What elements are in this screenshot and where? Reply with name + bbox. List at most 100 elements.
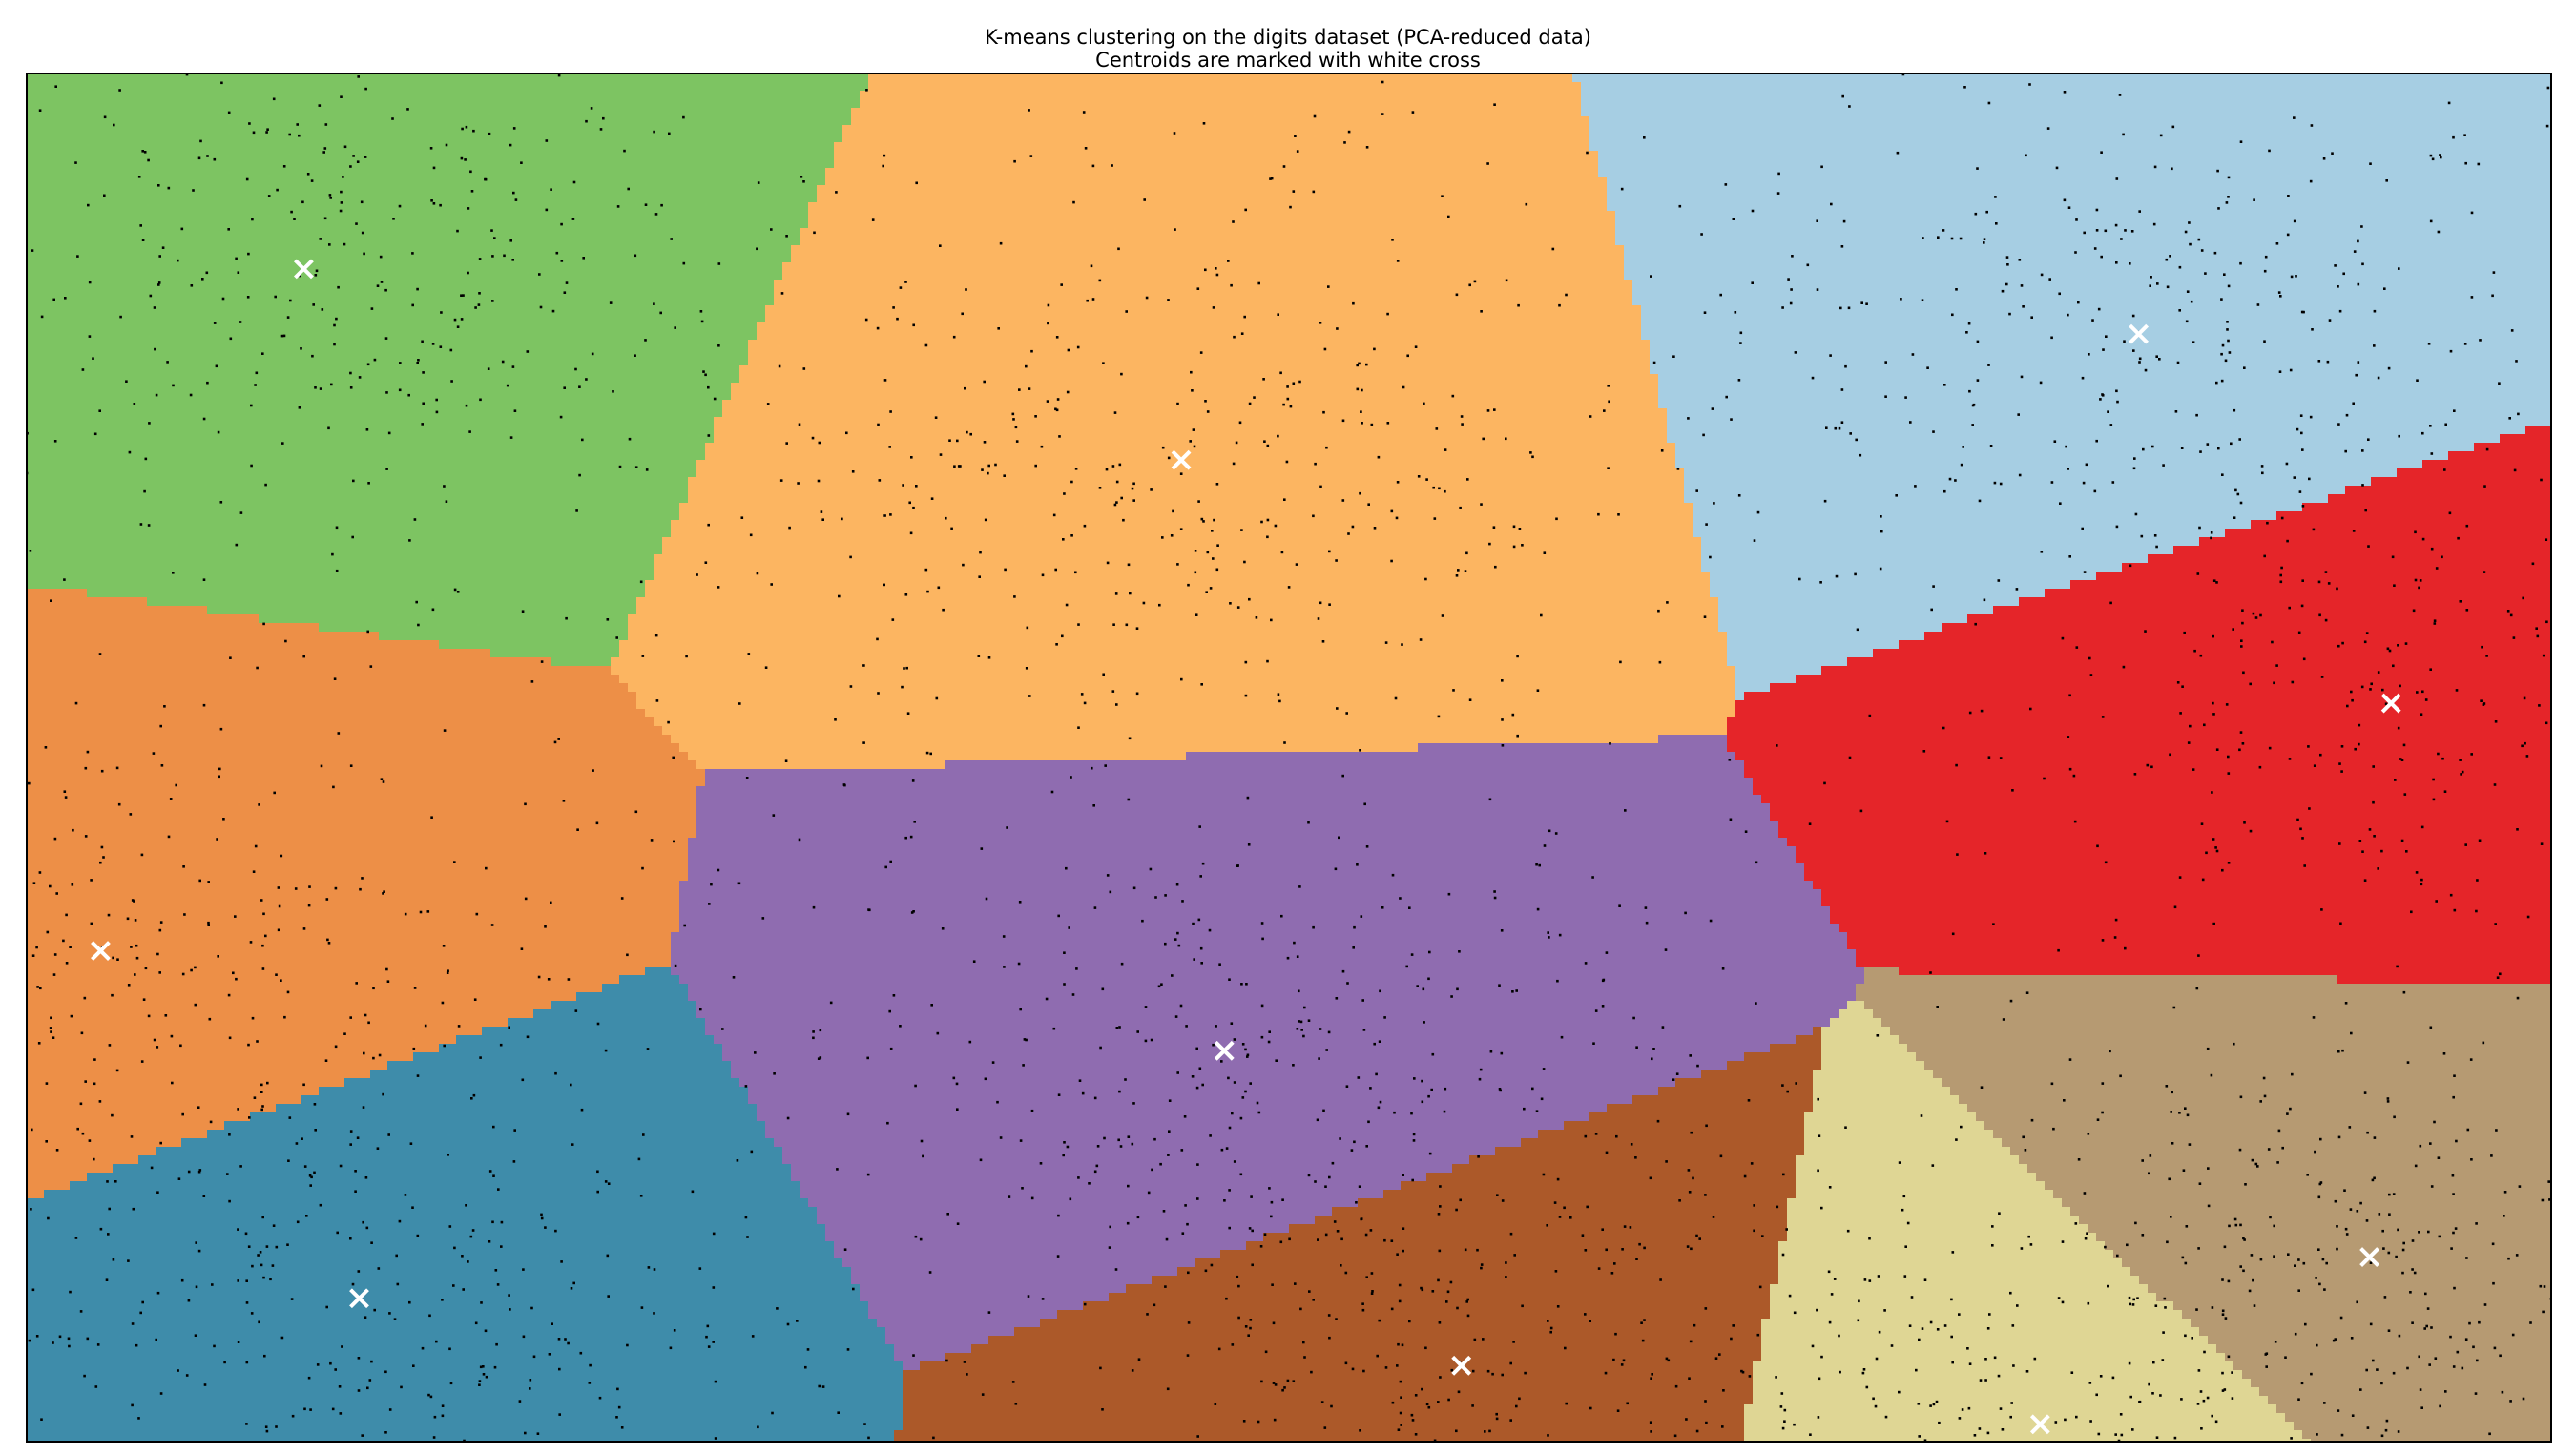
data-point: [786, 1116, 790, 1120]
region-cluster-9: [654, 554, 1702, 564]
data-point: [1279, 371, 1282, 375]
data-point: [228, 1036, 232, 1040]
data-point: [1775, 1376, 1777, 1379]
data-point: [2290, 1437, 2293, 1440]
data-point: [1554, 1270, 1558, 1273]
data-point: [412, 1047, 416, 1050]
data-point: [1994, 196, 1997, 198]
centroid-cross-stroke: [349, 1288, 369, 1309]
data-point: [2096, 844, 2099, 848]
data-point: [2159, 134, 2163, 137]
data-point: [1619, 660, 1622, 664]
region-cluster-9: [679, 743, 1419, 753]
data-point: [127, 1259, 130, 1262]
data-point: [514, 198, 518, 201]
data-point: [1196, 287, 1200, 290]
data-point: [1898, 1390, 1901, 1394]
data-point: [1114, 1268, 1118, 1271]
region-cluster-8: [27, 202, 809, 212]
data-point: [2392, 1371, 2396, 1375]
data-point: [2498, 382, 2501, 385]
region-cluster-4: [1675, 1078, 1814, 1088]
data-point: [548, 1353, 551, 1356]
data-point: [712, 1341, 715, 1343]
data-point: [2262, 1076, 2266, 1080]
data-point: [2214, 846, 2217, 849]
data-point: [2025, 991, 2029, 994]
data-point: [2266, 521, 2269, 525]
data-point: [2465, 1257, 2468, 1259]
region-cluster-1: [1778, 829, 2551, 839]
data-point: [1137, 1358, 1141, 1361]
data-point: [892, 994, 896, 997]
data-point: [710, 883, 713, 886]
data-point: [2095, 208, 2099, 212]
data-point: [156, 1046, 159, 1049]
data-point: [251, 1016, 255, 1020]
data-point: [369, 665, 373, 668]
data-point: [2152, 222, 2156, 226]
data-point: [1687, 1169, 1691, 1172]
region-cluster-2: [2276, 1404, 2551, 1414]
data-point: [2011, 789, 2014, 792]
region-cluster-8: [27, 288, 775, 298]
data-point: [780, 292, 784, 295]
data-point: [2316, 1343, 2318, 1347]
data-point: [2264, 255, 2268, 259]
data-point: [2030, 316, 2033, 319]
data-point: [721, 1028, 724, 1030]
data-point: [2448, 511, 2452, 515]
region-cluster-3: [1753, 1361, 2234, 1371]
data-point: [290, 1298, 294, 1300]
data-point: [413, 518, 417, 521]
data-point: [639, 580, 643, 584]
data-point: [262, 912, 265, 916]
data-point: [491, 1220, 494, 1224]
data-point: [786, 1322, 790, 1326]
data-point: [2309, 415, 2313, 419]
region-cluster-3: [1813, 1070, 1934, 1079]
data-point: [139, 224, 142, 227]
data-point: [1622, 1359, 1626, 1362]
data-point: [1370, 1292, 1374, 1295]
data-point: [545, 208, 549, 212]
data-point: [103, 115, 107, 119]
data-point: [2162, 464, 2165, 467]
data-point: [2387, 1329, 2391, 1332]
data-point: [2361, 850, 2364, 853]
data-point: [2101, 939, 2105, 942]
data-point: [1517, 303, 1520, 307]
data-point: [626, 1343, 629, 1347]
data-point: [634, 254, 637, 258]
data-point: [1788, 1294, 1792, 1298]
data-point: [2225, 201, 2229, 204]
region-cluster-6: [27, 1404, 904, 1414]
region-cluster-9: [628, 632, 1728, 641]
data-point: [2227, 284, 2231, 288]
data-point: [2050, 1082, 2054, 1086]
data-point: [2089, 1420, 2092, 1423]
data-point: [479, 398, 482, 402]
data-point: [1747, 1099, 1751, 1102]
data-point: [2030, 1118, 2034, 1122]
data-point: [2101, 716, 2105, 718]
data-point: [28, 781, 31, 785]
data-point: [2241, 742, 2245, 745]
data-point: [1365, 146, 1369, 149]
region-cluster-2: [2122, 1258, 2551, 1268]
data-point: [1086, 299, 1089, 302]
data-point: [2312, 528, 2316, 531]
data-point: [1501, 679, 1504, 682]
data-point: [147, 524, 151, 527]
data-point: [159, 1392, 163, 1395]
data-point: [1161, 536, 1164, 539]
data-point: [1180, 1149, 1184, 1152]
data-point: [309, 1408, 312, 1411]
data-point: [1880, 530, 1883, 533]
region-cluster-4: [988, 1336, 1762, 1345]
data-point: [2133, 457, 2136, 460]
data-point: [1371, 1290, 1374, 1293]
data-point: [1457, 569, 1460, 572]
data-point: [416, 1074, 420, 1077]
data-point: [415, 600, 418, 604]
